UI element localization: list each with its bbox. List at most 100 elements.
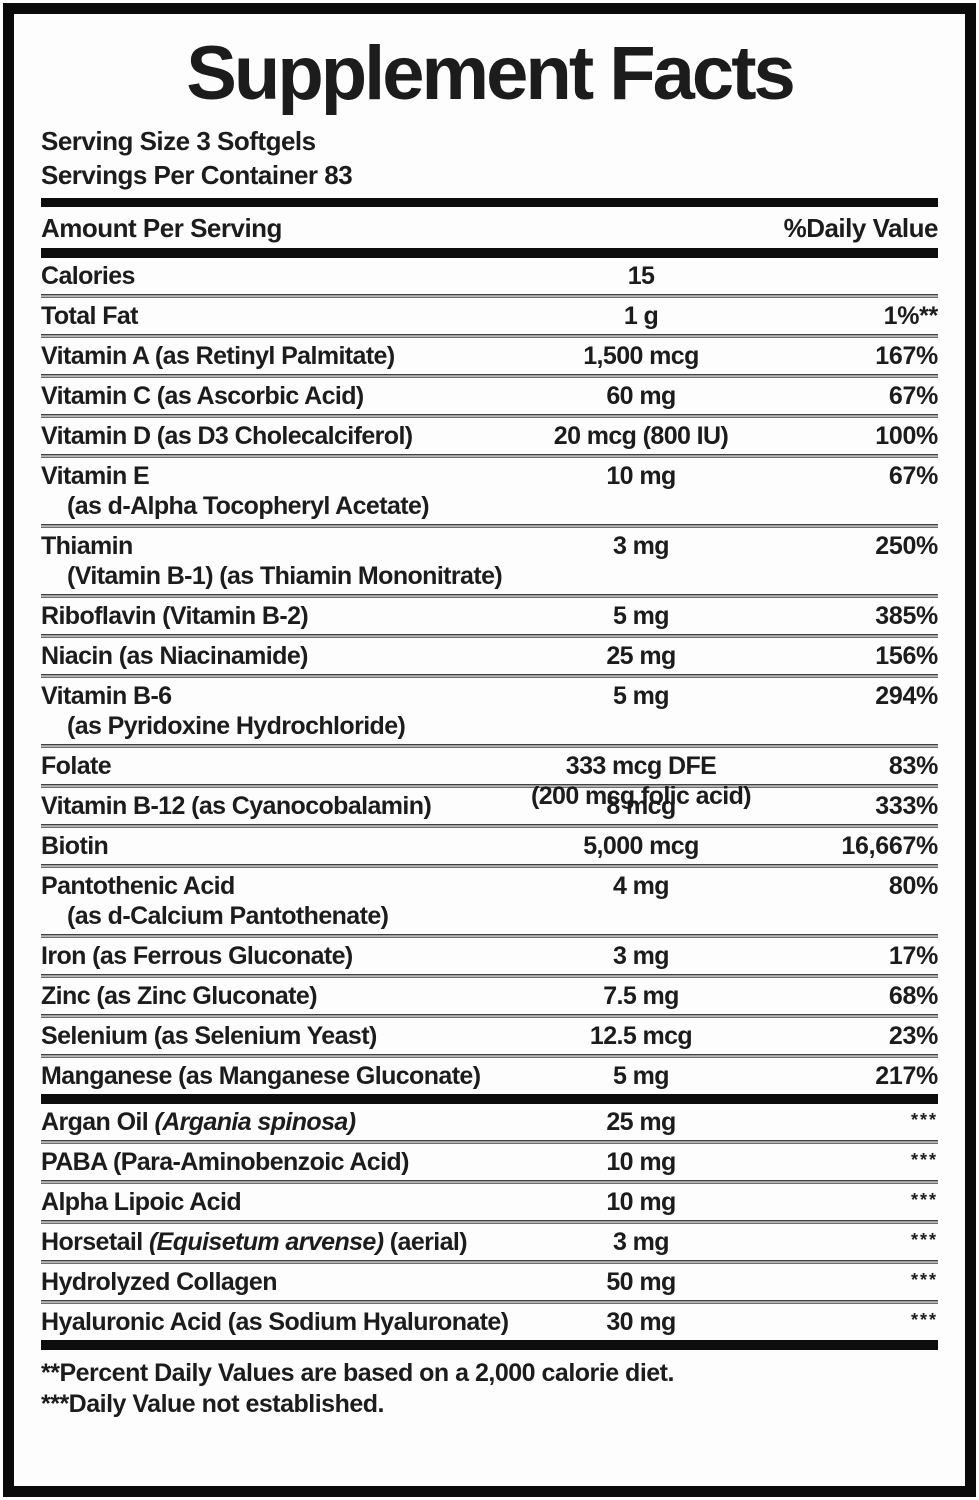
ingredient-daily-value: 294% — [875, 682, 938, 710]
row-separator-line — [41, 934, 938, 938]
ingredient-amount: 4 mg — [496, 871, 786, 901]
table-row: Selenium (as Selenium Yeast) 12.5 mcg 23% — [41, 1018, 938, 1054]
ingredient-amount: 50 mg — [496, 1267, 786, 1297]
supplement-facts-title: Supplement Facts — [186, 31, 796, 116]
ingredient-name-text: Vitamin E — [41, 462, 150, 490]
amount-value: 12.5 mcg — [589, 1022, 693, 1050]
table-row: Vitamin C (as Ascorbic Acid) 60 mg 67% — [41, 378, 938, 414]
amount-value: 1 g — [623, 302, 659, 330]
table-row: Hydrolyzed Collagen 50 mg *** — [41, 1264, 938, 1300]
header-divider-bar — [41, 198, 938, 207]
ingredient-name: Total Fat — [41, 301, 938, 331]
amount-value: 30 mg — [606, 1308, 676, 1336]
ingredient-name-text: Thiamin — [41, 532, 133, 560]
ingredient-name: Vitamin C (as Ascorbic Acid) — [41, 381, 938, 411]
ingredient-amount: 20 mcg (800 IU) — [496, 421, 786, 451]
table-row: Folate 333 mcg DFE (200 mcg folic acid) 83% — [41, 748, 938, 810]
amount-value: 3 mg — [613, 1228, 670, 1256]
row-separator-line — [41, 1014, 938, 1018]
serving-size: Serving Size 3 Softgels — [41, 126, 316, 156]
ingredient-amount: 7.5 mg — [496, 981, 786, 1011]
ingredient-name: Folate — [41, 751, 938, 781]
ingredient-name: Argan Oil (Argania spinosa) — [41, 1107, 938, 1137]
ingredient-amount: 8 mcg — [496, 791, 786, 821]
amount-value: 333 mcg DFE — [565, 752, 717, 780]
row-separator-line — [41, 744, 938, 748]
ingredient-name-text: Niacin (as Niacinamide) — [41, 642, 308, 670]
ingredient-amount: 10 mg — [496, 461, 786, 491]
ingredient-name: Calories — [41, 261, 938, 291]
ingredient-name-line2: (Vitamin B-1) (as Thiamin Mononitrate) — [67, 562, 503, 590]
table-row: Hyaluronic Acid (as Sodium Hyaluronate) 3… — [41, 1304, 938, 1340]
row-separator-line — [41, 1140, 938, 1144]
ingredient-name: Biotin — [41, 831, 938, 861]
table-row: Niacin (as Niacinamide) 25 mg 156% — [41, 638, 938, 674]
row-separator-line — [41, 974, 938, 978]
ingredient-name: Hyaluronic Acid (as Sodium Hyaluronate) — [41, 1307, 938, 1337]
ingredient-amount: 25 mg — [496, 1107, 786, 1137]
ingredient-amount: 1,500 mcg — [496, 341, 786, 371]
amount-value: 7.5 mg — [603, 982, 679, 1010]
table-row: Biotin 5,000 mcg 16,667% — [41, 828, 938, 864]
ingredient-amount: 10 mg — [496, 1187, 786, 1217]
amount-value: 5 mg — [613, 602, 670, 630]
table-row: Vitamin A (as Retinyl Palmitate) 1,500 mc… — [41, 338, 938, 374]
ingredient-name-text: Manganese (as Manganese Gluconate) — [41, 1062, 481, 1090]
ingredient-name: Pantothenic Acid (as d-Calcium Pantothena… — [41, 871, 938, 931]
ingredient-name: Manganese (as Manganese Gluconate) — [41, 1061, 938, 1091]
ingredient-name: PABA (Para-Aminobenzoic Acid) — [41, 1147, 938, 1177]
ingredient-name-text: PABA (Para-Aminobenzoic Acid) — [41, 1148, 409, 1176]
row-separator-line — [41, 524, 938, 528]
column-header-divider-bar — [41, 248, 938, 258]
amount-value: 10 mg — [606, 1188, 676, 1216]
ingredient-name-text: Horsetail — [41, 1228, 149, 1256]
row-separator-line — [41, 414, 938, 418]
table-row: Vitamin D (as D3 Cholecalciferol) 20 mcg … — [41, 418, 938, 454]
ingredient-name-text: Argan Oil — [41, 1108, 155, 1136]
amount-value: 5 mg — [613, 682, 670, 710]
table-row: Vitamin B-6 (as Pyridoxine Hydrochloride)… — [41, 678, 938, 744]
ingredient-amount: 1 g — [496, 301, 786, 331]
footnote-divider-bar — [41, 1340, 938, 1350]
amount-per-serving-header: Amount Per Serving — [41, 213, 282, 243]
ingredient-daily-value: *** — [910, 1150, 938, 1170]
amount-value: 10 mg — [606, 462, 676, 490]
row-separator-line — [41, 594, 938, 598]
ingredient-daily-value: *** — [910, 1310, 938, 1330]
row-separator-line — [41, 864, 938, 868]
row-separator-line — [41, 1260, 938, 1264]
ingredient-name: Selenium (as Selenium Yeast) — [41, 1021, 938, 1051]
footnotes: **Percent Daily Values are based on a 2,… — [41, 1358, 938, 1420]
row-separator-line — [41, 784, 938, 788]
ingredient-amount: 3 mg — [496, 531, 786, 561]
ingredient-name-text: Folate — [41, 752, 112, 780]
amount-value: 25 mg — [606, 1108, 676, 1136]
footnote-dv-not-established: ***Daily Value not established. — [41, 1390, 384, 1418]
table-row: Vitamin B-12 (as Cyanocobalamin) 8 mcg 333… — [41, 788, 938, 824]
ingredient-name: Horsetail (Equisetum arvense) (aerial) — [41, 1227, 938, 1257]
table-row: Total Fat 1 g 1%** — [41, 298, 938, 334]
ingredient-daily-value: 333% — [875, 792, 938, 820]
row-separator-line — [41, 1220, 938, 1224]
row-separator-line — [41, 824, 938, 828]
servings-per-container: Servings Per Container 83 — [41, 160, 353, 190]
footnote-percent-dv: **Percent Daily Values are based on a 2,… — [41, 1359, 674, 1387]
ingredient-daily-value: 16,667% — [841, 832, 938, 860]
table-row: Argan Oil (Argania spinosa) 25 mg *** — [41, 1104, 938, 1140]
ingredient-name: Hydrolyzed Collagen — [41, 1267, 938, 1297]
table-row: Riboflavin (Vitamin B-2) 5 mg 385% — [41, 598, 938, 634]
row-separator-line — [41, 1054, 938, 1058]
ingredient-daily-value: 167% — [875, 342, 938, 370]
ingredient-name-text: Pantothenic Acid — [41, 872, 235, 900]
ingredient-name: Vitamin E (as d-Alpha Tocopheryl Acetate) — [41, 461, 938, 521]
ingredient-amount: 3 mg — [496, 1227, 786, 1257]
amount-value: 3 mg — [613, 532, 670, 560]
ingredient-name: Riboflavin (Vitamin B-2) — [41, 601, 938, 631]
amount-value-line2: (200 mcg folic acid) — [530, 782, 752, 810]
ingredient-name: Vitamin B-6 (as Pyridoxine Hydrochloride) — [41, 681, 938, 741]
table-row: Vitamin E (as d-Alpha Tocopheryl Acetate)… — [41, 458, 938, 524]
table-row: Horsetail (Equisetum arvense) (aerial) 3 … — [41, 1224, 938, 1260]
amount-value: 50 mg — [606, 1268, 676, 1296]
ingredient-daily-value: 17% — [888, 942, 938, 970]
ingredient-daily-value: 1%** — [883, 302, 939, 330]
